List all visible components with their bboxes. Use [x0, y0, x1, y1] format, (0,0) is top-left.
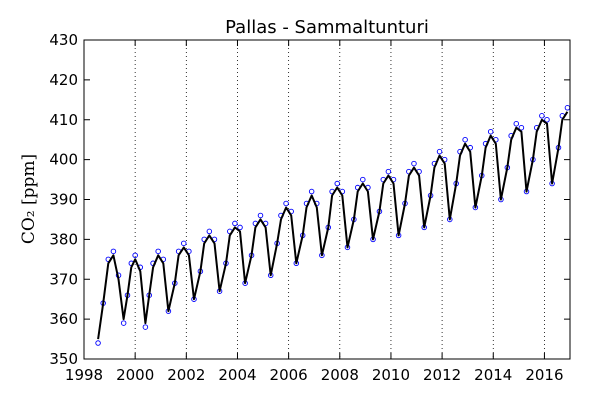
x-tick-label: 2012	[423, 366, 461, 384]
y-tick-label: 430	[49, 31, 78, 49]
y-axis-label: CO₂ [ppm]	[19, 154, 39, 244]
scatter-point	[283, 200, 289, 207]
plot-frame	[83, 39, 571, 360]
x-tick-label: 2010	[372, 366, 410, 384]
scatter-point	[411, 160, 417, 167]
scatter-point	[206, 228, 213, 235]
scatter-point	[132, 252, 138, 259]
scatter-point	[360, 176, 366, 183]
y-tick-label: 350	[49, 350, 78, 368]
x-tick-label: 2002	[167, 366, 205, 384]
series-line	[97, 111, 569, 340]
scatter-point	[232, 220, 238, 227]
scatter-point	[436, 148, 443, 155]
scatter-point	[513, 120, 520, 127]
axis-layer: 1998 2000 2002 2004 2006 2008 2010 2012 2014 2016…	[49, 31, 570, 384]
x-tick-label: 2014	[474, 366, 512, 384]
scatter-point	[308, 188, 315, 195]
scatter-point	[142, 324, 149, 330]
scatter-point	[155, 248, 161, 255]
scatter-point	[120, 320, 127, 326]
scatter-point	[181, 240, 187, 247]
scatter-point	[539, 113, 545, 119]
data-layer	[95, 105, 571, 346]
y-tick-label: 360	[49, 310, 78, 328]
chart-title: Pallas - Sammaltunturi	[225, 17, 429, 38]
scatter-point	[95, 340, 101, 346]
scatter-point	[237, 224, 243, 231]
scatter-point	[462, 136, 468, 143]
x-tick-label: 2000	[116, 366, 154, 384]
x-tick-label: 2004	[218, 366, 256, 384]
x-tick-label: 2008	[321, 366, 359, 384]
y-tick-label: 420	[49, 71, 78, 89]
scatter-point	[385, 168, 392, 175]
x-tick-label: 2016	[525, 366, 563, 384]
scatter-point	[334, 180, 340, 187]
scatter-point	[487, 128, 494, 135]
y-tick-label: 400	[49, 151, 78, 169]
y-tick-label: 410	[49, 111, 78, 129]
scatter-point	[544, 116, 550, 123]
scatter-point	[257, 212, 264, 219]
scatter-point	[110, 248, 117, 255]
y-tick-label: 370	[49, 270, 78, 288]
y-tick-label: 380	[49, 230, 78, 248]
scatter-point	[518, 124, 525, 131]
x-tick-label: 2006	[270, 366, 308, 384]
x-tick-label: 1998	[65, 366, 103, 384]
y-tick-label: 390	[49, 191, 78, 209]
